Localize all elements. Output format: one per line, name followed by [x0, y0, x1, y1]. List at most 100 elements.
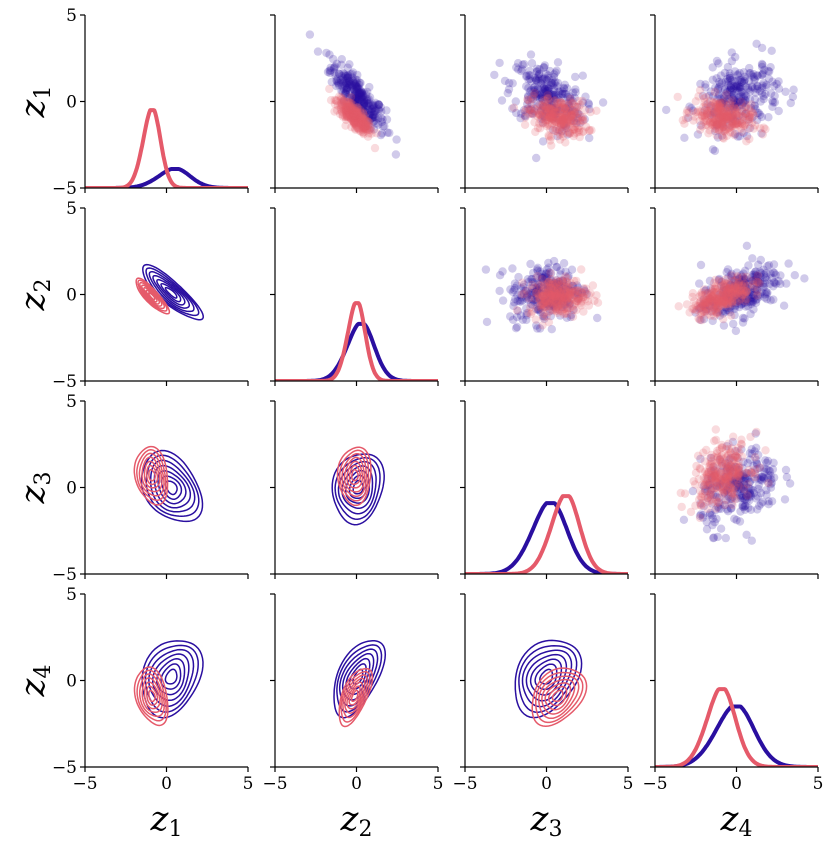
scatter-point — [736, 439, 746, 448]
scatter-point — [750, 101, 759, 111]
scatter-point — [718, 117, 727, 127]
scatter-point — [728, 298, 737, 308]
scatter-point — [719, 134, 728, 143]
cell-r2-c1: −505 — [52, 199, 249, 392]
scatter-point — [718, 99, 727, 108]
scatter-point — [724, 287, 734, 297]
scatter-point — [552, 282, 561, 292]
cell-r2-c2 — [270, 207, 439, 386]
scatter-point — [359, 120, 368, 129]
scatter-point — [550, 103, 559, 113]
scatter-point — [565, 291, 574, 300]
scatter-point — [506, 312, 515, 321]
scatter-point — [559, 84, 569, 93]
scatter-point — [541, 85, 550, 94]
scatter-point — [737, 275, 746, 285]
scatter-point — [741, 109, 750, 119]
scatter-point — [690, 297, 699, 306]
scatter-point — [710, 477, 719, 486]
scatter-point — [545, 290, 555, 300]
contour-line — [160, 475, 183, 500]
x-tick-label: 5 — [813, 774, 824, 794]
scatter-point — [547, 290, 556, 300]
scatter-point — [695, 304, 705, 313]
scatter-point — [745, 114, 754, 124]
scatter-point — [716, 297, 726, 306]
scatter-point — [730, 462, 739, 471]
scatter-point — [733, 118, 743, 128]
scatter-point — [550, 90, 559, 100]
scatter-point — [704, 467, 714, 477]
scatter-point — [551, 286, 560, 295]
scatter-point — [719, 295, 729, 305]
scatter-point — [551, 279, 560, 288]
scatter-point — [744, 105, 754, 114]
scatter-point — [752, 285, 761, 294]
scatter-point — [345, 107, 354, 116]
scatter-point — [730, 514, 739, 523]
scatter-point — [703, 493, 712, 502]
scatter-point — [748, 109, 757, 118]
scatter-point — [752, 443, 761, 452]
scatter-point — [740, 477, 749, 486]
scatter-point — [361, 112, 370, 121]
scatter-point — [726, 292, 735, 302]
scatter-point — [718, 112, 727, 121]
scatter-point — [742, 468, 751, 478]
scatter-point — [732, 297, 742, 307]
scatter-point — [341, 112, 350, 122]
scatter-point — [531, 288, 541, 298]
scatter-point — [565, 288, 575, 298]
scatter-point — [531, 273, 541, 283]
scatter-point — [761, 89, 770, 99]
scatter-point — [728, 492, 738, 501]
scatter-point — [536, 111, 546, 120]
scatter-point — [755, 279, 764, 288]
scatter-point — [537, 107, 546, 116]
scatter-point — [353, 103, 362, 112]
scatter-point — [348, 111, 358, 120]
scatter-point — [539, 83, 548, 92]
scatter-point — [348, 113, 357, 122]
scatter-point — [342, 115, 351, 125]
scatter-point — [547, 108, 557, 118]
contour-line — [531, 667, 588, 727]
scatter-point — [736, 92, 746, 102]
scatter-point — [523, 91, 533, 101]
scatter-point — [722, 90, 731, 99]
scatter-point — [353, 102, 362, 111]
scatter-point — [722, 114, 732, 124]
scatter-point — [704, 480, 713, 490]
scatter-point — [750, 453, 760, 462]
scatter-point — [551, 291, 560, 300]
scatter-point — [558, 115, 567, 125]
scatter-point — [714, 110, 724, 119]
scatter-point — [748, 108, 757, 117]
scatter-point — [554, 116, 563, 125]
scatter-point — [525, 87, 535, 96]
scatter-point — [364, 111, 374, 120]
scatter-point — [727, 504, 736, 513]
scatter-point — [532, 76, 541, 85]
cell-r1-c1: −505 — [52, 6, 249, 199]
scatter-point — [554, 299, 563, 308]
y-tick-label: 0 — [66, 479, 77, 499]
contour-line — [146, 685, 159, 706]
scatter-point — [369, 104, 378, 113]
scatter-point — [558, 293, 567, 303]
scatter-point — [539, 309, 548, 319]
scatter-point — [741, 282, 750, 291]
scatter-point — [701, 487, 710, 496]
scatter-point — [349, 113, 358, 122]
scatter-point — [701, 305, 711, 314]
y-variable-label-4: z4 — [13, 665, 56, 698]
scatter-point — [566, 290, 576, 299]
scatter-point — [369, 117, 379, 126]
scatter-point — [551, 117, 561, 127]
scatter-point — [729, 84, 738, 93]
scatter-point — [733, 103, 742, 112]
scatter-point — [532, 291, 542, 300]
scatter-point — [712, 56, 722, 66]
scatter-point — [544, 92, 554, 102]
scatter-point — [541, 289, 550, 298]
